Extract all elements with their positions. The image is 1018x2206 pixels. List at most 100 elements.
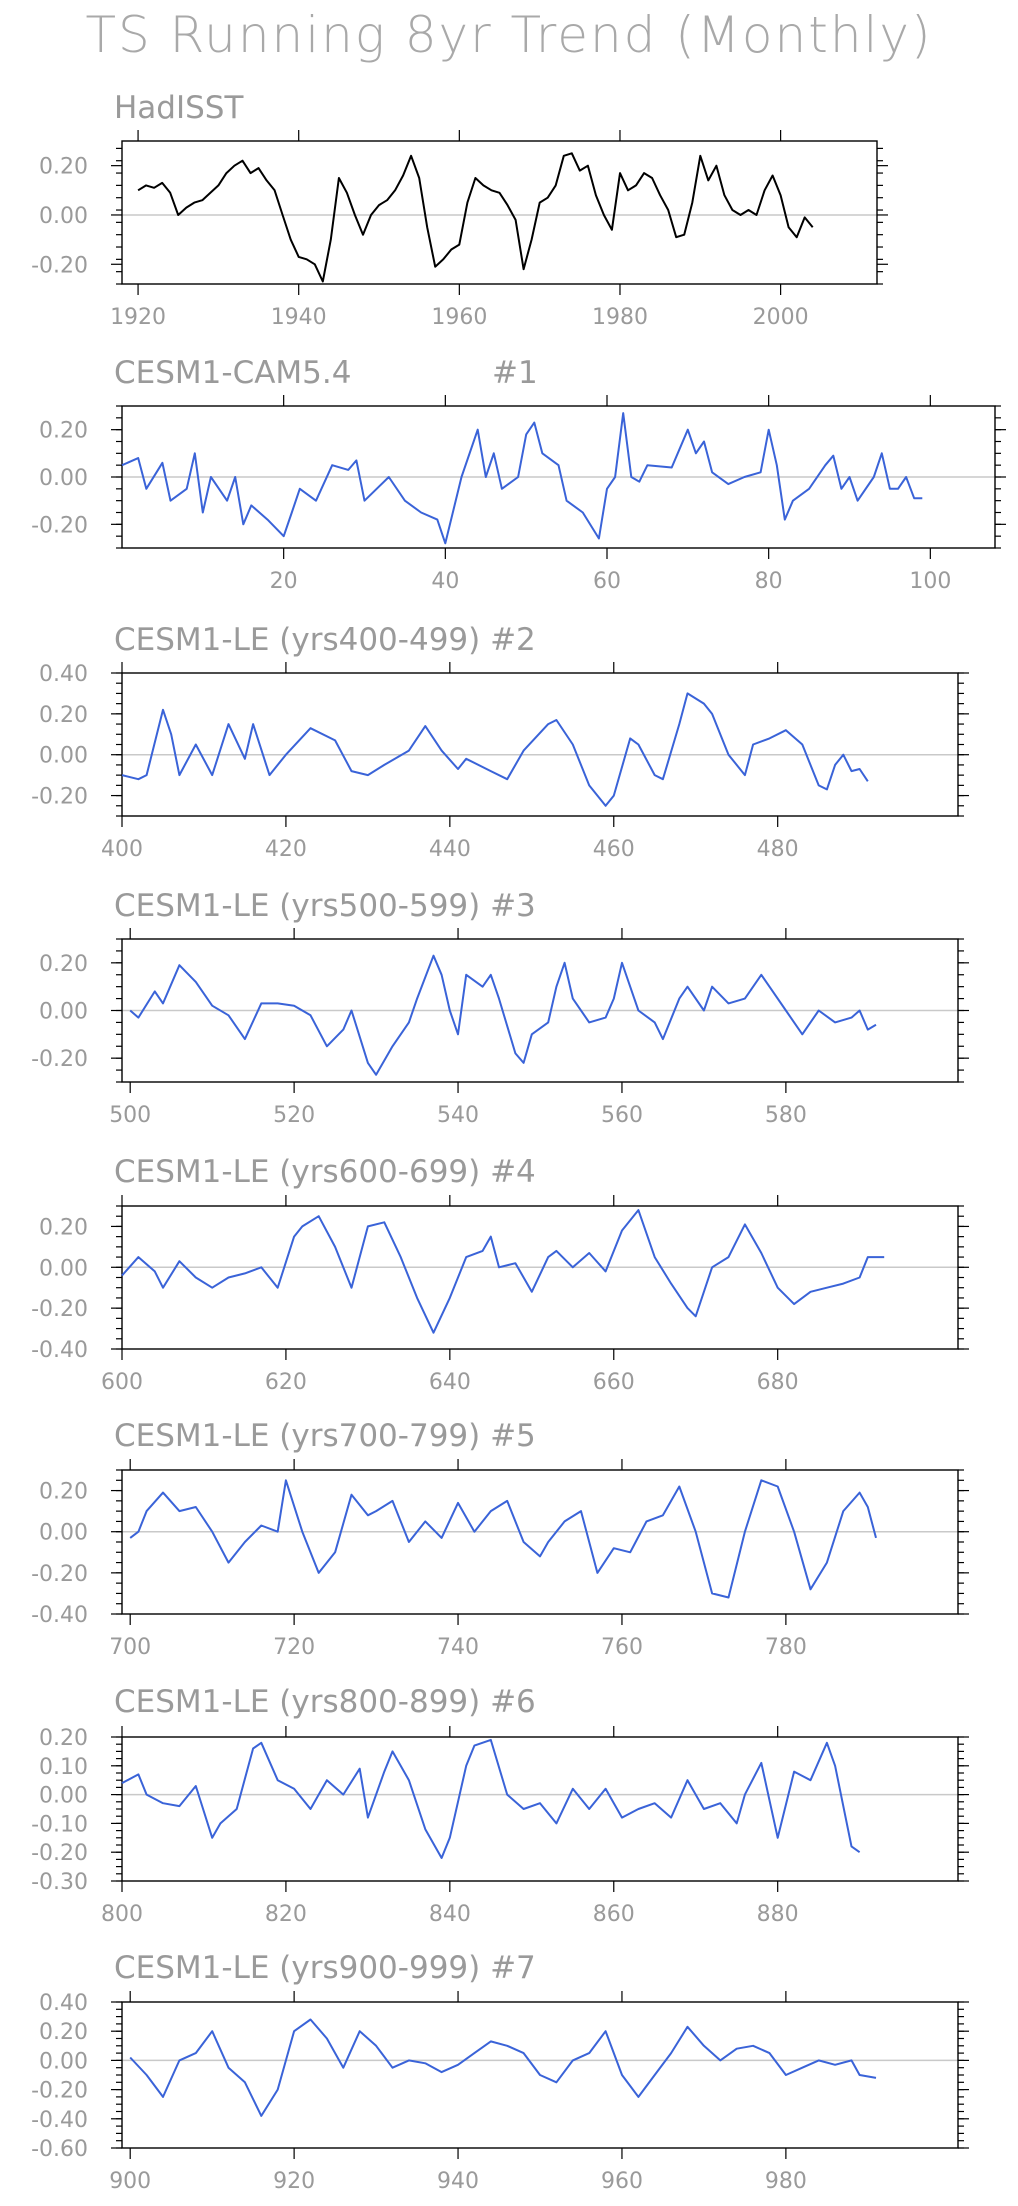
x-tick-label: 580 [765,1103,807,1128]
y-tick-label: 0.00 [39,2049,88,2074]
panel-frame [121,140,878,285]
x-tick-label: 660 [593,1370,635,1395]
x-tick-label: 100 [909,569,951,594]
y-tick-label: -0.10 [31,1812,88,1837]
model-series-line [129,954,877,1076]
y-tick-label: -0.20 [31,253,88,278]
x-tick-label: 460 [593,837,635,862]
x-tick-label: 1980 [592,305,648,330]
x-tick-label: 2000 [753,305,809,330]
y-tick-label: -0.20 [31,1297,88,1322]
panel-title: CESM1-LE (yrs900-999) #7 [114,1950,536,1986]
panel-run-label: #1 [492,355,538,391]
x-tick-label: 780 [765,1635,807,1660]
panel-title: CESM1-CAM5.4 [114,355,351,391]
x-tick-label: 940 [437,2169,479,2194]
y-tick-label: -0.40 [31,1338,88,1363]
model-series-line [129,1479,877,1599]
model-series-line [121,692,869,807]
x-tick-label: 820 [265,1902,307,1927]
y-tick-label: 0.40 [39,662,88,687]
y-tick-label: 0.00 [39,1256,88,1281]
x-tick-label: 980 [765,2169,807,2194]
y-tick-label: 0.00 [39,1784,88,1809]
x-tick-label: 800 [101,1902,143,1927]
y-tick-label: -0.20 [31,1562,88,1587]
x-tick-label: 440 [429,837,471,862]
y-tick-label: 0.40 [39,1991,88,2016]
y-tick-label: -0.40 [31,1603,88,1628]
x-tick-label: 1960 [431,305,487,330]
x-tick-label: 480 [757,837,799,862]
panel-frame [121,1469,959,1615]
x-tick-label: 680 [757,1370,799,1395]
y-tick-label: 0.00 [39,204,88,229]
y-tick-label: 0.20 [39,1215,88,1240]
x-tick-label: 960 [601,2169,643,2194]
y-tick-label: -0.60 [31,2137,88,2162]
y-tick-label: 0.20 [39,155,88,180]
y-tick-label: -0.40 [31,2108,88,2133]
y-tick-label: 0.00 [39,466,88,491]
y-tick-label: -0.20 [31,785,88,810]
x-tick-label: 880 [757,1902,799,1927]
x-tick-label: 840 [429,1902,471,1927]
main-title: TS Running 8yr Trend (Monthly) [85,6,933,64]
x-tick-label: 500 [109,1103,151,1128]
x-tick-label: 400 [101,837,143,862]
x-tick-label: 640 [429,1370,471,1395]
model-series-line [121,412,923,545]
x-tick-label: 920 [273,2169,315,2194]
panel-title: CESM1-LE (yrs400-499) #2 [114,622,536,658]
x-tick-label: 40 [431,569,459,594]
y-tick-label: 0.10 [39,1755,88,1780]
x-tick-label: 700 [109,1635,151,1660]
panel-frame [121,1205,959,1350]
panel-frame [121,672,959,817]
x-tick-label: 420 [265,837,307,862]
panel-frame [121,405,996,549]
panel-title: HadISST [114,90,244,126]
x-tick-label: 560 [601,1103,643,1128]
x-tick-label: 520 [273,1103,315,1128]
y-tick-label: 0.20 [39,1726,88,1751]
panel-title: CESM1-LE (yrs700-799) #5 [114,1418,536,1454]
y-tick-label: 0.20 [39,1480,88,1505]
panel-title: CESM1-LE (yrs500-599) #3 [114,888,536,924]
x-tick-label: 860 [593,1902,635,1927]
x-tick-label: 620 [265,1370,307,1395]
x-tick-label: 540 [437,1103,479,1128]
panel-frame [121,938,959,1083]
x-tick-label: 740 [437,1635,479,1660]
y-tick-label: 0.20 [39,419,88,444]
x-tick-label: 20 [270,569,298,594]
y-tick-label: 0.20 [39,2020,88,2045]
model-series-line [121,1738,861,1859]
y-tick-label: -0.20 [31,1841,88,1866]
x-tick-label: 1920 [110,305,166,330]
y-tick-label: 0.00 [39,744,88,769]
panel-title: CESM1-LE (yrs800-899) #6 [114,1684,536,1720]
y-tick-label: 0.00 [39,1000,88,1025]
y-tick-label: 0.20 [39,952,88,977]
x-tick-label: 1940 [271,305,327,330]
x-tick-label: 900 [109,2169,151,2194]
x-tick-label: 60 [593,569,621,594]
x-tick-label: 600 [101,1370,143,1395]
model-series-line [121,1209,885,1334]
observed-series-line [137,152,814,283]
y-tick-label: -0.20 [31,2079,88,2104]
x-tick-label: 760 [601,1635,643,1660]
y-tick-label: 0.20 [39,703,88,728]
panel-frame [121,1736,959,1882]
y-tick-label: -0.30 [31,1870,88,1895]
y-tick-label: -0.20 [31,1047,88,1072]
panel-title: CESM1-LE (yrs600-699) #4 [114,1154,536,1190]
y-tick-label: -0.20 [31,513,88,538]
panel-frame [121,2001,959,2149]
y-tick-label: 0.00 [39,1521,88,1546]
x-tick-label: 80 [755,569,783,594]
model-series-line [129,2018,877,2117]
x-tick-label: 720 [273,1635,315,1660]
